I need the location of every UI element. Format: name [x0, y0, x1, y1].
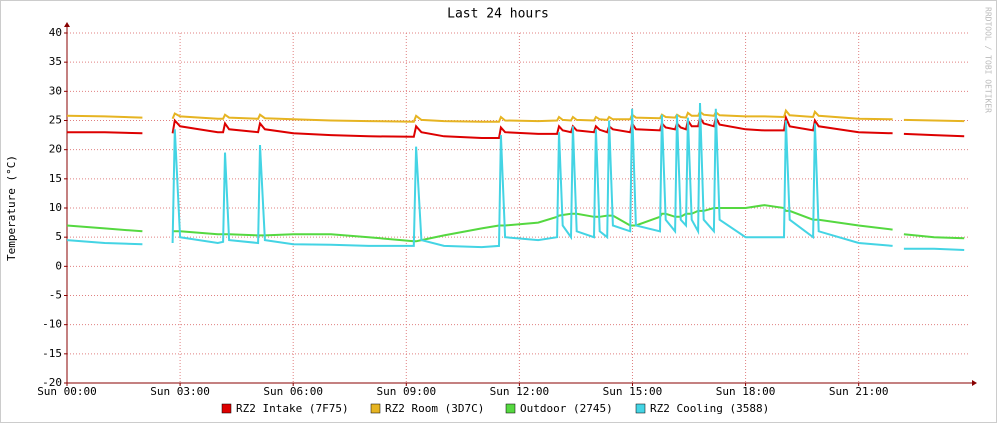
- y-tick-label: -15: [42, 347, 62, 360]
- series-line: [66, 102, 965, 251]
- y-axis-label: Temperature (°C): [5, 155, 18, 261]
- legend-swatch: [635, 403, 646, 414]
- y-tick-label: -20: [42, 376, 62, 389]
- x-tick-label: Sun 03:00: [150, 385, 210, 398]
- y-tick-label: 5: [55, 230, 62, 243]
- x-tick-label: Sun 18:00: [716, 385, 776, 398]
- y-tick-label: 20: [49, 143, 62, 156]
- y-tick-label: 30: [49, 84, 62, 97]
- y-tick-label: 10: [49, 201, 62, 214]
- x-tick-label: Sun 15:00: [603, 385, 663, 398]
- x-tick-label: Sun 00:00: [37, 385, 97, 398]
- legend-swatch: [505, 403, 516, 414]
- axis-arrow: [972, 380, 977, 386]
- legend-label: RZ2 Room (3D7C): [385, 402, 484, 415]
- legend-swatch: [370, 403, 381, 414]
- series-line: [66, 108, 965, 123]
- y-tick-label: 25: [49, 114, 62, 127]
- legend-label: RZ2 Intake (7F75): [236, 402, 349, 415]
- y-tick-label: 40: [49, 26, 62, 39]
- y-tick-label: 0: [55, 259, 62, 272]
- x-tick-label: Sun 21:00: [829, 385, 889, 398]
- legend-label: Outdoor (2745): [520, 402, 613, 415]
- legend-swatch: [221, 403, 232, 414]
- watermark: RRDTOOL / TOBI OETIKER: [984, 7, 993, 113]
- x-tick-label: Sun 06:00: [263, 385, 323, 398]
- y-tick-label: -10: [42, 318, 62, 331]
- y-tick-label: 15: [49, 172, 62, 185]
- y-tick-label: -5: [49, 289, 62, 302]
- legend-label: RZ2 Cooling (3588): [650, 402, 769, 415]
- series-line: [67, 114, 965, 139]
- y-tick-label: 35: [49, 55, 62, 68]
- axis-arrow: [64, 22, 70, 27]
- x-tick-label: Sun 09:00: [376, 385, 436, 398]
- chart-title: Last 24 hours: [447, 7, 549, 22]
- x-tick-label: Sun 12:00: [490, 385, 550, 398]
